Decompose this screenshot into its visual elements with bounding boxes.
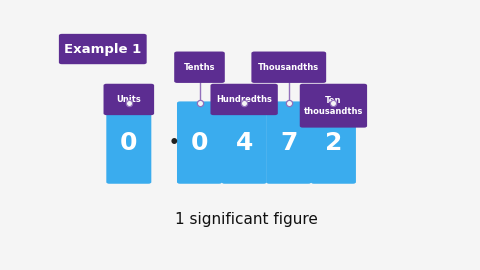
FancyBboxPatch shape [210, 84, 278, 115]
Text: Thousandths: Thousandths [258, 63, 319, 72]
FancyBboxPatch shape [104, 84, 154, 115]
FancyBboxPatch shape [300, 84, 367, 128]
Text: 4: 4 [236, 131, 253, 155]
Text: 0: 0 [191, 131, 208, 155]
FancyBboxPatch shape [177, 102, 222, 184]
Text: •: • [168, 134, 179, 151]
Text: Ten
thousandths: Ten thousandths [304, 96, 363, 116]
Text: 0: 0 [120, 131, 138, 155]
FancyBboxPatch shape [106, 102, 151, 184]
Text: Example 1: Example 1 [64, 43, 142, 56]
FancyBboxPatch shape [311, 102, 356, 184]
Text: 7: 7 [280, 131, 298, 155]
Text: Hundredths: Hundredths [216, 95, 272, 104]
FancyBboxPatch shape [59, 34, 147, 64]
Text: 1 significant figure: 1 significant figure [175, 212, 317, 227]
FancyBboxPatch shape [266, 102, 312, 184]
Text: Tenths: Tenths [184, 63, 215, 72]
Text: Units: Units [117, 95, 141, 104]
FancyBboxPatch shape [252, 52, 326, 83]
Text: 2: 2 [325, 131, 342, 155]
FancyBboxPatch shape [174, 52, 225, 83]
FancyBboxPatch shape [222, 102, 267, 184]
